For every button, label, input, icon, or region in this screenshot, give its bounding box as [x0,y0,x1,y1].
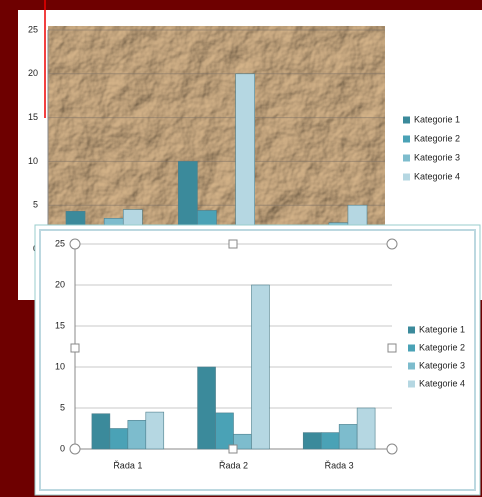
legend-swatch [403,116,410,124]
y-tick-label: 20 [55,279,65,289]
bar [338,424,358,450]
y-tick-label: 5 [33,200,38,210]
legend-swatch [408,326,415,334]
legend-swatch [403,135,410,143]
legend-label: Kategorie 2 [419,342,465,352]
bar [127,419,147,450]
legend-label: Kategorie 4 [419,378,465,388]
bar [251,284,270,450]
legend-label: Kategorie 1 [414,114,460,124]
selection-border [39,229,476,491]
y-tick-label: 10 [28,156,38,166]
legend-label: Kategorie 2 [414,133,460,143]
legend-label: Kategorie 1 [419,324,465,334]
y-tick-label: 15 [28,112,38,122]
bar [356,407,376,450]
x-tick-label: Řada 1 [113,460,142,470]
bar [302,432,322,450]
legend-label: Kategorie 3 [419,360,465,370]
selection-handles [69,238,398,455]
legend-swatch [408,380,415,388]
bar [145,411,165,450]
bar [91,413,111,450]
front-chart[interactable]: 0 5 10 15 20 25 Řada 1 Řada 2 Řada 3 Kategorie 1 K… [55,238,465,470]
y-tick-label: 5 [60,402,65,412]
bar [215,412,234,450]
y-tick-label: 15 [55,320,65,330]
bar [320,432,340,450]
legend-label: Kategorie 4 [414,171,460,181]
y-tick-label: 25 [55,238,65,248]
y-tick-label: 10 [55,361,65,371]
y-tick-label: 0 [60,443,65,453]
x-tick-label: Řada 3 [325,460,354,470]
legend-swatch [408,362,415,370]
legend-swatch [403,173,410,181]
y-tick-label: 20 [28,68,38,78]
legend-label: Kategorie 3 [414,152,460,162]
x-tick-label: Řada 2 [219,460,248,470]
legend-swatch [403,154,410,162]
bar [235,73,255,250]
legend-swatch [408,344,415,352]
y-tick-label: 25 [28,24,38,34]
bar [109,428,129,450]
bar [197,366,216,450]
